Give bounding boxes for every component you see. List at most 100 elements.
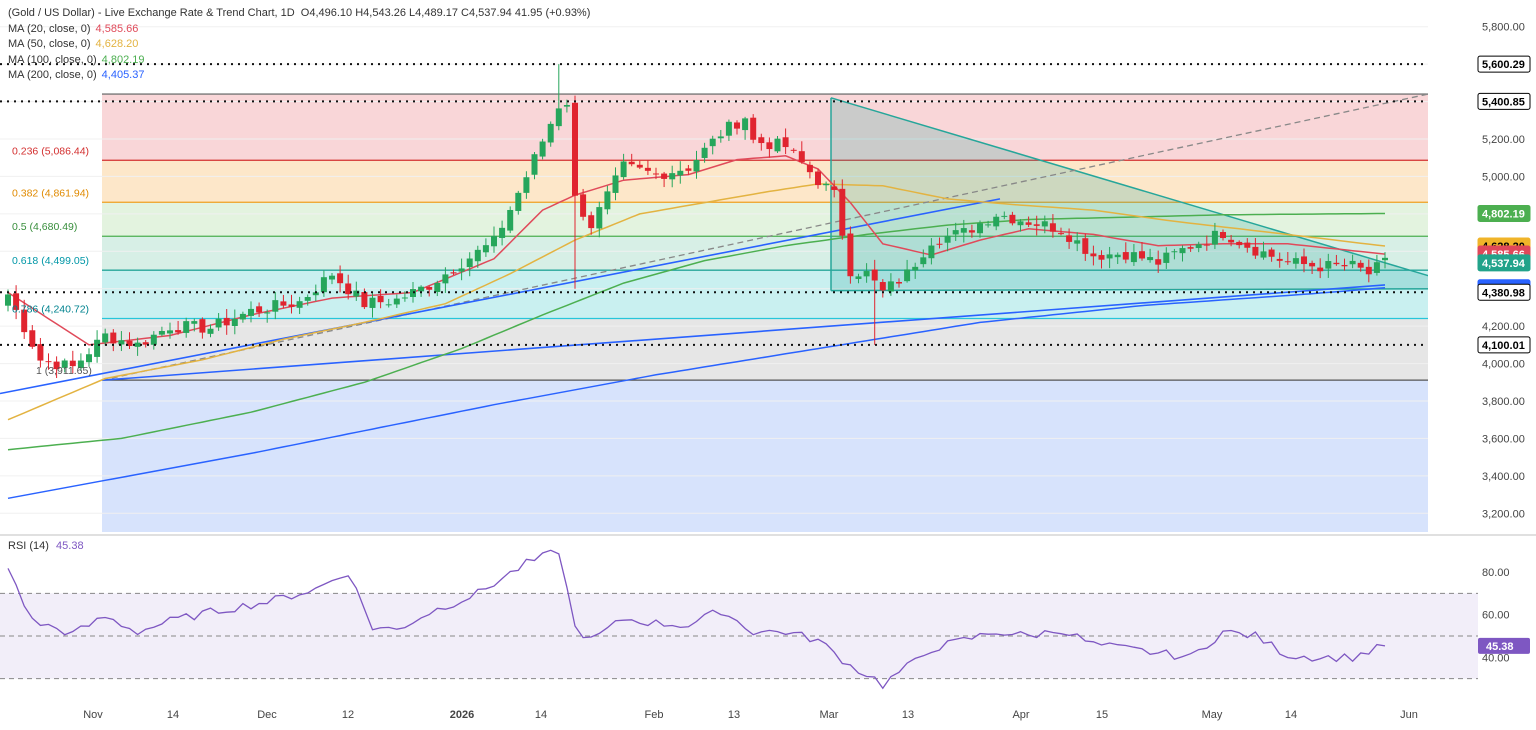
price-badge[interactable]: 5,600.29 [1477,55,1531,73]
candle[interactable] [563,99,570,113]
candle[interactable] [725,119,732,141]
candle[interactable] [985,220,992,228]
candle[interactable] [766,137,773,158]
candle[interactable] [1382,252,1388,269]
candle[interactable] [418,285,425,297]
fib-trend-dashed-line[interactable] [101,93,1429,381]
candle[interactable] [1122,242,1129,264]
candle[interactable] [158,326,165,337]
candle[interactable] [709,135,716,155]
candle[interactable] [337,265,344,293]
candle[interactable] [636,160,643,170]
candle[interactable] [183,317,190,338]
support-trendline[interactable] [101,284,1386,382]
candle[interactable] [863,263,870,283]
candle[interactable] [61,358,68,373]
candle[interactable] [1001,211,1008,220]
candle[interactable] [102,328,109,346]
candle[interactable] [474,245,481,268]
candle[interactable] [1325,253,1332,278]
candle[interactable] [256,302,263,317]
candle[interactable] [191,318,198,332]
candle[interactable] [239,311,246,323]
candle[interactable] [1276,252,1283,268]
candle[interactable] [960,219,967,243]
candle[interactable] [774,136,781,153]
candle[interactable] [928,238,935,265]
candle[interactable] [798,141,805,164]
candle[interactable] [499,220,506,246]
candle[interactable] [37,337,44,368]
candle[interactable] [458,258,465,281]
candle[interactable] [86,348,92,367]
trendline-blue[interactable] [0,198,1001,395]
candle[interactable] [1252,238,1259,259]
candle[interactable] [580,188,587,221]
candle[interactable] [215,313,222,331]
candle[interactable] [701,142,708,163]
candle[interactable] [264,309,271,323]
candle[interactable] [685,164,692,175]
candle[interactable] [750,114,757,144]
candle[interactable] [1211,222,1218,250]
candle[interactable] [1179,245,1186,262]
candle[interactable] [1066,228,1073,249]
candle[interactable] [1260,241,1267,260]
candle[interactable] [815,169,821,189]
candle[interactable] [1195,241,1202,253]
candle[interactable] [1009,211,1016,226]
candle[interactable] [1033,215,1040,236]
candle[interactable] [790,148,797,154]
candle[interactable] [1082,233,1089,261]
candle[interactable] [21,299,28,339]
candle[interactable] [175,321,182,335]
ma50-line[interactable] [7,183,1386,421]
candle[interactable] [126,332,133,349]
candle[interactable] [952,222,959,241]
candle[interactable] [677,161,684,184]
candle[interactable] [879,279,886,298]
candle[interactable] [628,153,635,167]
candle[interactable] [1025,216,1032,228]
candle[interactable] [539,138,546,160]
candle[interactable] [1309,260,1316,275]
candle[interactable] [199,317,206,339]
candle[interactable] [531,151,538,180]
candle[interactable] [944,228,951,252]
candle[interactable] [1155,250,1162,273]
candle[interactable] [977,220,983,238]
candle[interactable] [1373,254,1380,276]
candle[interactable] [717,129,724,143]
candle[interactable] [94,330,101,363]
candle[interactable] [401,291,408,302]
candle[interactable] [280,294,287,309]
candle[interactable] [742,116,749,140]
candle[interactable] [806,161,813,179]
rsi-line[interactable] [7,549,1386,690]
candle[interactable] [231,309,238,335]
candle[interactable] [831,180,838,198]
candle[interactable] [523,171,530,199]
candle[interactable] [588,211,595,235]
candle[interactable] [1203,235,1210,251]
candle[interactable] [758,133,765,151]
candle[interactable] [1333,254,1340,266]
candle[interactable] [1090,245,1097,266]
candle[interactable] [304,294,311,306]
candle[interactable] [248,301,254,323]
candle[interactable] [385,298,392,308]
candle[interactable] [1244,238,1251,253]
candle[interactable] [1147,248,1154,263]
candle[interactable] [353,281,360,301]
candle[interactable] [1163,247,1170,269]
candle[interactable] [1301,248,1307,273]
candle[interactable] [912,262,919,279]
candle[interactable] [661,171,668,188]
candle[interactable] [1349,254,1356,269]
candle[interactable] [329,272,335,285]
triangle-upper-line[interactable] [830,97,1473,290]
candle[interactable] [29,325,36,349]
candle[interactable] [896,278,902,288]
